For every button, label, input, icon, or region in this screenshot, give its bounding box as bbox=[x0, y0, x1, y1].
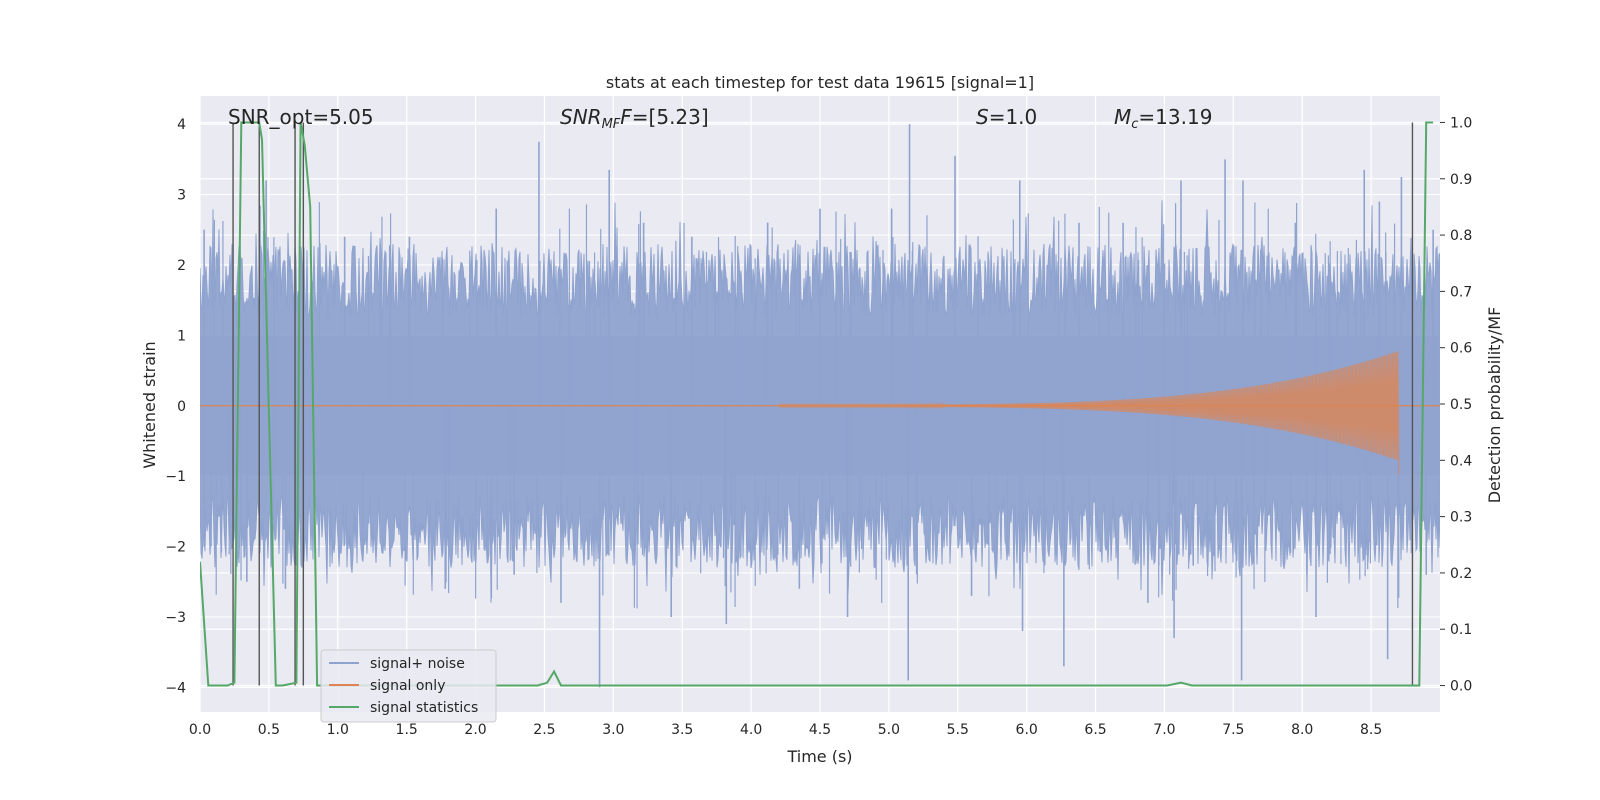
x-tick-label: 6.0 bbox=[1016, 722, 1038, 738]
y-tick-label: 3 bbox=[177, 188, 186, 204]
legend-label-signal-statistics: signal statistics bbox=[370, 700, 478, 716]
y-right-tick-label: 0.5 bbox=[1450, 397, 1472, 413]
annotation-snr-opt: SNR_opt=5.05 bbox=[228, 105, 374, 129]
y-right-axis-label: Detection probability/MF bbox=[1485, 307, 1504, 504]
x-tick-label: 0.0 bbox=[189, 722, 211, 738]
series-signal-statistics bbox=[200, 121, 1434, 687]
y-tick-label: −4 bbox=[165, 680, 186, 696]
x-tick-label: 2.0 bbox=[464, 722, 486, 738]
y-tick-labels: 4 3 2 1 0 −1 −2 −3 −4 bbox=[165, 117, 186, 696]
y-right-tick-label: 0.3 bbox=[1450, 510, 1472, 526]
annotation-snr-mf: SNRMFF=[5.23] bbox=[560, 105, 709, 132]
x-tick-label: 3.0 bbox=[602, 722, 624, 738]
y-tick-label: 1 bbox=[177, 328, 186, 344]
x-axis-label: Time (s) bbox=[786, 747, 852, 766]
x-tick-label: 4.0 bbox=[740, 722, 762, 738]
y-right-tick-label: 0.2 bbox=[1450, 566, 1472, 582]
y-tick-label: −2 bbox=[165, 540, 186, 556]
y-right-tick-labels: 1.0 0.9 0.8 0.7 0.6 0.5 0.4 0.3 0.2 0.1 0.0 bbox=[1440, 115, 1472, 695]
y-tick-label: 4 bbox=[177, 117, 186, 133]
legend-label-signal-only: signal only bbox=[370, 678, 445, 694]
x-tick-label: 7.0 bbox=[1153, 722, 1175, 738]
x-tick-label: 2.5 bbox=[533, 722, 555, 738]
y-right-tick-label: 0.9 bbox=[1450, 172, 1472, 188]
x-tick-labels: 0.0 0.5 1.0 1.5 2.0 2.5 3.0 3.5 4.0 4.5 5.0 5.5 6.0 6… bbox=[189, 722, 1382, 738]
annotation-s: S=1.0 bbox=[976, 105, 1037, 129]
series-signal-only bbox=[200, 351, 1440, 475]
y-axis-label: Whitened strain bbox=[140, 341, 159, 468]
x-tick-label: 5.5 bbox=[947, 722, 969, 738]
y-right-tick-label: 0.0 bbox=[1450, 679, 1472, 695]
chart-title: stats at each timestep for test data 196… bbox=[606, 73, 1034, 92]
x-tick-label: 4.5 bbox=[809, 722, 831, 738]
x-tick-label: 8.5 bbox=[1360, 722, 1382, 738]
legend-label-signal-noise: signal+ noise bbox=[370, 656, 465, 672]
legend-box bbox=[320, 649, 497, 723]
x-tick-label: 7.5 bbox=[1222, 722, 1244, 738]
y-tick-label: 0 bbox=[177, 399, 186, 415]
y-right-tick-label: 0.1 bbox=[1450, 622, 1472, 638]
signal-statistics-line bbox=[200, 121, 1434, 687]
annotation-mc: Mc=13.19 bbox=[1114, 105, 1212, 132]
x-tick-label: 8.0 bbox=[1291, 722, 1313, 738]
x-tick-label: 3.5 bbox=[671, 722, 693, 738]
signal-chirp bbox=[778, 351, 1400, 475]
y-right-tick-label: 0.7 bbox=[1450, 284, 1472, 300]
y-right-tick-label: 0.6 bbox=[1450, 341, 1472, 357]
series-signal-noise bbox=[200, 124, 1440, 688]
x-tick-label: 1.5 bbox=[396, 722, 418, 738]
y-tick-label: −1 bbox=[165, 469, 186, 485]
y-right-tick-label: 0.4 bbox=[1450, 453, 1472, 469]
x-tick-label: 1.0 bbox=[327, 722, 349, 738]
vertical-markers bbox=[232, 122, 1414, 686]
y-tick-label: 2 bbox=[177, 258, 186, 274]
x-tick-label: 5.0 bbox=[878, 722, 900, 738]
y-tick-label: −3 bbox=[165, 610, 186, 626]
x-tick-label: 6.5 bbox=[1084, 722, 1106, 738]
legend: signal+ noise signal only signal statist… bbox=[320, 649, 497, 723]
y-right-tick-label: 1.0 bbox=[1450, 115, 1472, 131]
y-right-tick-label: 0.8 bbox=[1450, 228, 1472, 244]
x-tick-label: 0.5 bbox=[258, 722, 280, 738]
